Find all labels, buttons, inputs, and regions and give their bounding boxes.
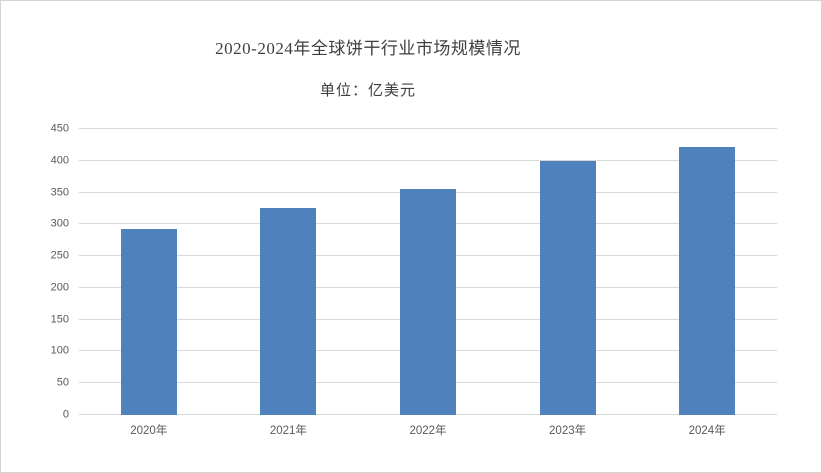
x-axis-tick-label: 2021年	[269, 425, 307, 437]
y-axis-tick-label: 50	[56, 376, 69, 389]
bar-2024年	[679, 146, 736, 415]
chart-unit-label: 单位：亿美元	[319, 83, 416, 99]
bar-2022年	[399, 189, 456, 415]
gridline	[79, 159, 777, 161]
y-axis-tick-label: 0	[62, 408, 69, 421]
bar-slot	[219, 129, 359, 415]
y-axis-tick-label: 450	[50, 122, 69, 135]
y-axis-tick-label: 250	[50, 249, 69, 262]
y-axis-tick-label: 100	[50, 344, 69, 357]
y-axis-tick-label: 200	[50, 281, 69, 294]
bar-2023年	[539, 160, 596, 415]
chart-title: 2020-2024年全球饼干行业市场规模情况	[215, 39, 521, 58]
y-axis-tick-label: 150	[50, 313, 69, 326]
x-axis-tick-label: 2020年	[130, 425, 168, 437]
y-axis-tick-label: 400	[50, 154, 69, 167]
bar-2020年	[120, 228, 177, 415]
bar-series	[79, 129, 777, 415]
y-axis-tick-label: 350	[50, 186, 69, 199]
x-axis-tick-label: 2022年	[409, 425, 447, 437]
x-axis-tick-label: 2024年	[688, 425, 726, 437]
bar-2021年	[260, 208, 317, 415]
y-axis-tick-labels: 0 50 100 150 200 250 300 350 400 450	[1, 123, 74, 420]
x-axis-tick-labels: 2020年 2021年 2022年 2023年 2024年	[79, 422, 777, 438]
plot-area	[79, 128, 777, 415]
bar-slot	[79, 129, 219, 415]
x-axis-tick-label: 2023年	[549, 425, 587, 437]
bar-slot	[498, 129, 638, 415]
bar-slot	[637, 129, 777, 415]
y-axis-tick-label: 300	[50, 217, 69, 230]
gridline	[79, 128, 777, 129]
bar-slot	[358, 129, 498, 415]
